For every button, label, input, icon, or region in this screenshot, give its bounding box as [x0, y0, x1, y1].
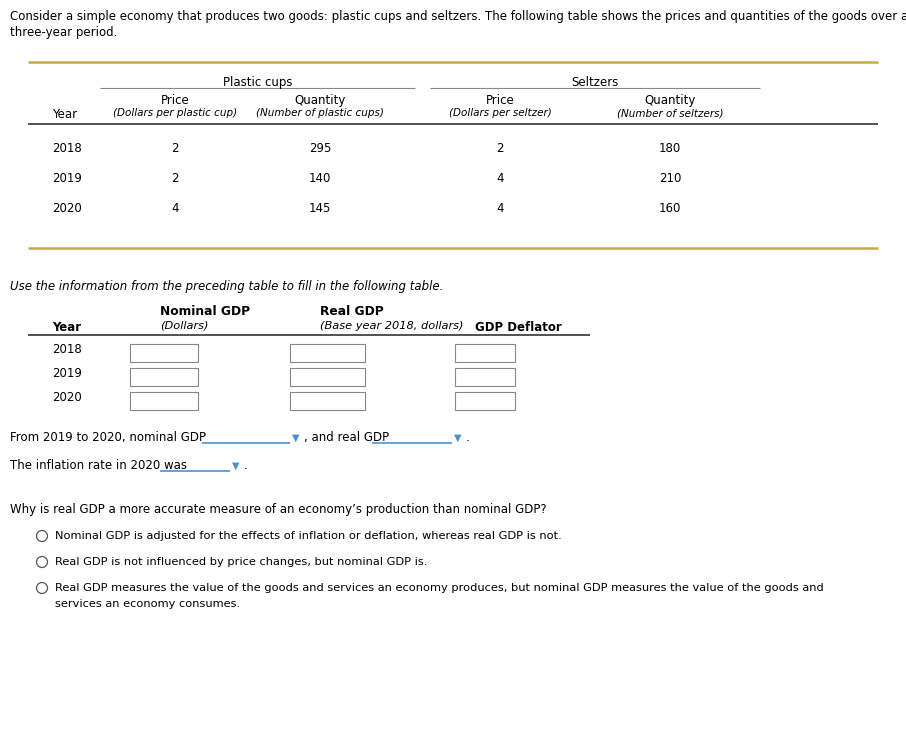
Text: Price: Price	[160, 94, 189, 107]
Text: , and real GDP: , and real GDP	[304, 431, 389, 444]
Text: 2019: 2019	[52, 172, 82, 185]
Text: Why is real GDP a more accurate measure of an economy’s production than nominal : Why is real GDP a more accurate measure …	[10, 503, 546, 516]
Text: 2: 2	[171, 172, 178, 185]
Text: 4: 4	[496, 202, 504, 215]
Text: ▼: ▼	[232, 461, 239, 471]
Text: Price: Price	[486, 94, 515, 107]
Text: 180: 180	[659, 142, 681, 155]
Text: Quantity: Quantity	[294, 94, 346, 107]
Text: three-year period.: three-year period.	[10, 26, 118, 39]
Text: Real GDP measures the value of the goods and services an economy produces, but n: Real GDP measures the value of the goods…	[55, 583, 824, 593]
Text: 2018: 2018	[52, 142, 82, 155]
Bar	[290, 392, 365, 410]
Text: Quantity: Quantity	[644, 94, 696, 107]
Text: .: .	[466, 431, 469, 444]
Bar	[455, 392, 515, 410]
Text: 160: 160	[659, 202, 681, 215]
Text: 2020: 2020	[52, 202, 82, 215]
Text: 4: 4	[171, 202, 178, 215]
Text: (Dollars per seltzer): (Dollars per seltzer)	[448, 108, 552, 118]
Bar	[455, 368, 515, 386]
Text: ▼: ▼	[454, 433, 461, 443]
Bar	[290, 344, 365, 362]
Text: 2020: 2020	[52, 391, 82, 404]
Text: Nominal GDP: Nominal GDP	[160, 305, 250, 318]
Text: (Number of seltzers): (Number of seltzers)	[617, 108, 723, 118]
Text: 4: 4	[496, 172, 504, 185]
Text: 295: 295	[309, 142, 332, 155]
Bar	[290, 368, 365, 386]
Text: Nominal GDP is adjusted for the effects of inflation or deflation, whereas real : Nominal GDP is adjusted for the effects …	[55, 531, 562, 541]
Bar	[130, 368, 198, 386]
Text: 140: 140	[309, 172, 332, 185]
Text: services an economy consumes.: services an economy consumes.	[55, 599, 240, 609]
Text: ▼: ▼	[292, 433, 300, 443]
Text: 210: 210	[659, 172, 681, 185]
Text: Plastic cups: Plastic cups	[223, 76, 293, 89]
Text: Real GDP is not influenced by price changes, but nominal GDP is.: Real GDP is not influenced by price chan…	[55, 557, 428, 567]
Bar	[130, 344, 198, 362]
Text: 2: 2	[496, 142, 504, 155]
Text: GDP Deflator: GDP Deflator	[475, 321, 562, 334]
Text: (Dollars per plastic cup): (Dollars per plastic cup)	[113, 108, 237, 118]
Bar	[130, 392, 198, 410]
Text: (Number of plastic cups): (Number of plastic cups)	[256, 108, 384, 118]
Text: 2: 2	[171, 142, 178, 155]
Text: (Dollars): (Dollars)	[160, 321, 208, 331]
Text: Consider a simple economy that produces two goods: plastic cups and seltzers. Th: Consider a simple economy that produces …	[10, 10, 906, 23]
Text: The inflation rate in 2020 was: The inflation rate in 2020 was	[10, 459, 187, 472]
Bar	[455, 344, 515, 362]
Text: Seltzers: Seltzers	[572, 76, 619, 89]
Text: Year: Year	[52, 321, 82, 334]
Text: Year: Year	[52, 108, 77, 121]
Text: 2018: 2018	[52, 343, 82, 356]
Text: Use the information from the preceding table to fill in the following table.: Use the information from the preceding t…	[10, 280, 443, 293]
Text: From 2019 to 2020, nominal GDP: From 2019 to 2020, nominal GDP	[10, 431, 206, 444]
Text: 145: 145	[309, 202, 332, 215]
Text: .: .	[244, 459, 247, 472]
Text: 2019: 2019	[52, 367, 82, 380]
Text: (Base year 2018, dollars): (Base year 2018, dollars)	[320, 321, 464, 331]
Text: Real GDP: Real GDP	[320, 305, 384, 318]
